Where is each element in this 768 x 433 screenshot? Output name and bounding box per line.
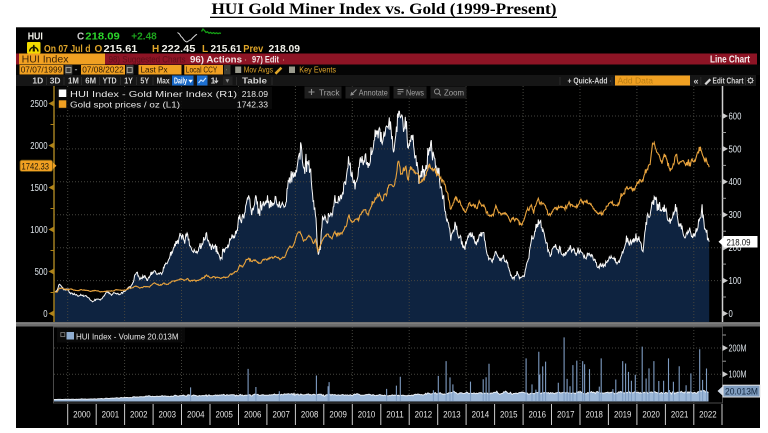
svg-text:1D: 1D: [32, 76, 43, 86]
svg-text:·: ·: [609, 77, 612, 86]
svg-text:HUI Index - Gold Miner Index (: HUI Index - Gold Miner Index (R1): [70, 89, 237, 99]
svg-text:Zoom: Zoom: [444, 87, 464, 97]
svg-text:1M: 1M: [68, 76, 79, 86]
svg-text:500: 500: [35, 267, 48, 278]
svg-text:97) Edit: 97) Edit: [252, 55, 280, 66]
svg-text:Annotate: Annotate: [359, 87, 388, 97]
svg-text:2021: 2021: [671, 410, 689, 421]
svg-text:2016: 2016: [529, 410, 547, 421]
svg-text:2001: 2001: [102, 410, 120, 421]
svg-text:Add Data: Add Data: [618, 76, 654, 86]
svg-text:HUI Gold Miner Index vs. Gold: HUI Gold Miner Index vs. Gold (1999-Pres…: [212, 1, 557, 18]
svg-text:2007: 2007: [272, 410, 290, 421]
svg-text:Line Chart: Line Chart: [710, 55, 751, 66]
svg-text:C: C: [77, 32, 84, 43]
svg-text:Table: Table: [242, 76, 267, 86]
svg-text:2000: 2000: [30, 141, 48, 152]
svg-text:H: H: [152, 44, 159, 55]
svg-text:2011: 2011: [386, 410, 404, 421]
svg-text:600: 600: [729, 111, 742, 122]
svg-text:5Y: 5Y: [140, 76, 149, 86]
svg-text:2005: 2005: [215, 410, 233, 421]
svg-text:98) Suggested Charts: 98) Suggested Charts: [109, 55, 186, 66]
svg-text:News: News: [406, 87, 424, 97]
svg-text:Gold spot prices / oz (L1): Gold spot prices / oz (L1): [70, 100, 180, 110]
svg-text:Mov Avgs: Mov Avgs: [244, 65, 273, 75]
svg-text:·: ·: [244, 55, 247, 66]
svg-text:200M: 200M: [729, 343, 747, 354]
svg-text:2014: 2014: [472, 410, 490, 421]
svg-text:On 07 Jul d: On 07 Jul d: [44, 44, 91, 55]
svg-text:Key Events: Key Events: [299, 65, 336, 75]
svg-text:1: 1: [211, 76, 216, 86]
svg-text:·: ·: [282, 55, 285, 66]
svg-text:218.09: 218.09: [269, 44, 301, 55]
svg-text:2017: 2017: [557, 410, 575, 421]
svg-text:0: 0: [43, 309, 48, 320]
svg-text:Prev: Prev: [243, 44, 263, 55]
svg-text:HUI Index - Volume 20.013M: HUI Index - Volume 20.013M: [76, 331, 179, 341]
svg-text:2012: 2012: [415, 410, 433, 421]
svg-text:1Y: 1Y: [124, 76, 133, 86]
svg-text:1742.33: 1742.33: [237, 100, 268, 110]
svg-text:07/07/1999: 07/07/1999: [21, 65, 63, 75]
svg-text:215.61: 215.61: [211, 44, 242, 55]
svg-text:HUI: HUI: [28, 32, 43, 43]
svg-text:·: ·: [226, 67, 228, 74]
svg-text:L: L: [202, 44, 208, 55]
svg-text:2000: 2000: [73, 410, 91, 421]
svg-text:200: 200: [729, 243, 742, 254]
svg-text:1742.33: 1742.33: [22, 161, 50, 171]
svg-text:2008: 2008: [301, 410, 319, 421]
svg-text:2015: 2015: [500, 410, 518, 421]
svg-text:300: 300: [729, 210, 742, 221]
svg-text:YTD: YTD: [103, 76, 117, 86]
svg-text:Local CCY: Local CCY: [186, 65, 218, 75]
svg-text:07/08/2022: 07/08/2022: [82, 65, 124, 75]
svg-text:1500: 1500: [30, 183, 48, 194]
svg-text:2006: 2006: [244, 410, 262, 421]
svg-text:+2.48: +2.48: [131, 32, 157, 43]
svg-text:100: 100: [729, 276, 742, 287]
svg-text:2022: 2022: [699, 410, 717, 421]
svg-text:Last Px: Last Px: [141, 65, 169, 75]
svg-text:222.45: 222.45: [162, 44, 196, 55]
svg-text:Track: Track: [319, 87, 340, 97]
svg-text:2020: 2020: [642, 410, 660, 421]
svg-text:218.09: 218.09: [727, 237, 751, 248]
svg-text:96) Actions: 96) Actions: [190, 55, 242, 66]
svg-text:Max: Max: [157, 76, 170, 86]
svg-text:218.09: 218.09: [242, 89, 269, 99]
svg-text:215.61: 215.61: [104, 44, 138, 55]
svg-text:HUI Index: HUI Index: [22, 55, 69, 66]
svg-text:2013: 2013: [443, 410, 461, 421]
svg-text:2019: 2019: [614, 410, 632, 421]
svg-text:400: 400: [729, 177, 742, 188]
svg-text:▾: ▾: [226, 76, 230, 85]
svg-text:2009: 2009: [329, 410, 347, 421]
svg-text:2010: 2010: [358, 410, 376, 421]
svg-text:+ Quick-Add: + Quick-Add: [568, 77, 608, 86]
svg-text:2500: 2500: [30, 99, 48, 110]
svg-text:«: «: [694, 76, 699, 86]
svg-text:3D: 3D: [50, 76, 61, 86]
svg-text:2002: 2002: [130, 410, 148, 421]
svg-text:100M: 100M: [729, 370, 747, 381]
svg-text:Daily: Daily: [174, 76, 187, 85]
svg-text:2004: 2004: [187, 410, 205, 421]
svg-text:0: 0: [729, 309, 734, 320]
svg-text:500: 500: [729, 144, 742, 155]
svg-text:2018: 2018: [585, 410, 603, 421]
svg-text:2003: 2003: [159, 410, 177, 421]
svg-text:O: O: [95, 44, 103, 55]
svg-text:-: -: [75, 65, 78, 75]
svg-text:20.013M: 20.013M: [725, 387, 758, 398]
svg-text:1000: 1000: [30, 225, 48, 236]
svg-text:Edit Chart: Edit Chart: [713, 77, 744, 86]
svg-text:218.09: 218.09: [85, 31, 120, 43]
svg-text:6M: 6M: [85, 76, 96, 86]
